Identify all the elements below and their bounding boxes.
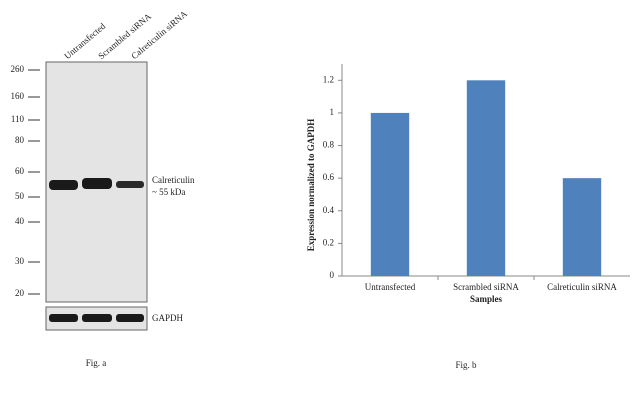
marker-label: 110 xyxy=(11,114,25,124)
caption: Fig. b xyxy=(455,360,477,370)
marker-label: 20 xyxy=(15,288,25,298)
y-tick-label: 0.4 xyxy=(323,205,335,215)
marker-label: 50 xyxy=(15,191,25,201)
y-tick-label: 0.2 xyxy=(323,237,334,247)
x-axis-label: Samples xyxy=(470,294,503,304)
band xyxy=(49,314,78,322)
band xyxy=(116,181,144,188)
x-tick-label: Calreticulin siRNA xyxy=(547,282,617,292)
bar xyxy=(370,112,410,276)
caption: Fig. a xyxy=(86,358,107,368)
y-tick-label: 1 xyxy=(330,107,335,117)
band-size: ~ 55 kDa xyxy=(152,187,185,197)
y-tick-label: 0.6 xyxy=(323,172,335,182)
loading-label: GAPDH xyxy=(152,313,184,323)
y-tick-label: 1.2 xyxy=(323,74,334,84)
marker-label: 30 xyxy=(15,256,25,266)
band xyxy=(49,180,78,190)
y-tick-label: 0.8 xyxy=(323,140,335,150)
y-tick-label: 0 xyxy=(330,270,335,280)
marker-label: 260 xyxy=(11,64,25,74)
marker-label: 80 xyxy=(15,135,25,145)
bar xyxy=(562,178,602,276)
bar xyxy=(466,80,506,276)
lane-label: Scrambled siRNA xyxy=(96,11,153,61)
band xyxy=(116,314,144,322)
band-label: Calreticulin xyxy=(152,175,195,185)
x-tick-label: Scrambled siRNA xyxy=(453,282,519,292)
marker-label: 60 xyxy=(15,166,25,176)
y-axis-label: Expression normalized to GAPDH xyxy=(306,119,316,252)
marker-label: 160 xyxy=(11,91,25,101)
band xyxy=(82,178,112,189)
x-tick-label: Untransfected xyxy=(365,282,416,292)
lane-label: Calreticulin siRNA xyxy=(129,8,189,61)
marker-label: 40 xyxy=(15,216,25,226)
band xyxy=(82,314,112,322)
